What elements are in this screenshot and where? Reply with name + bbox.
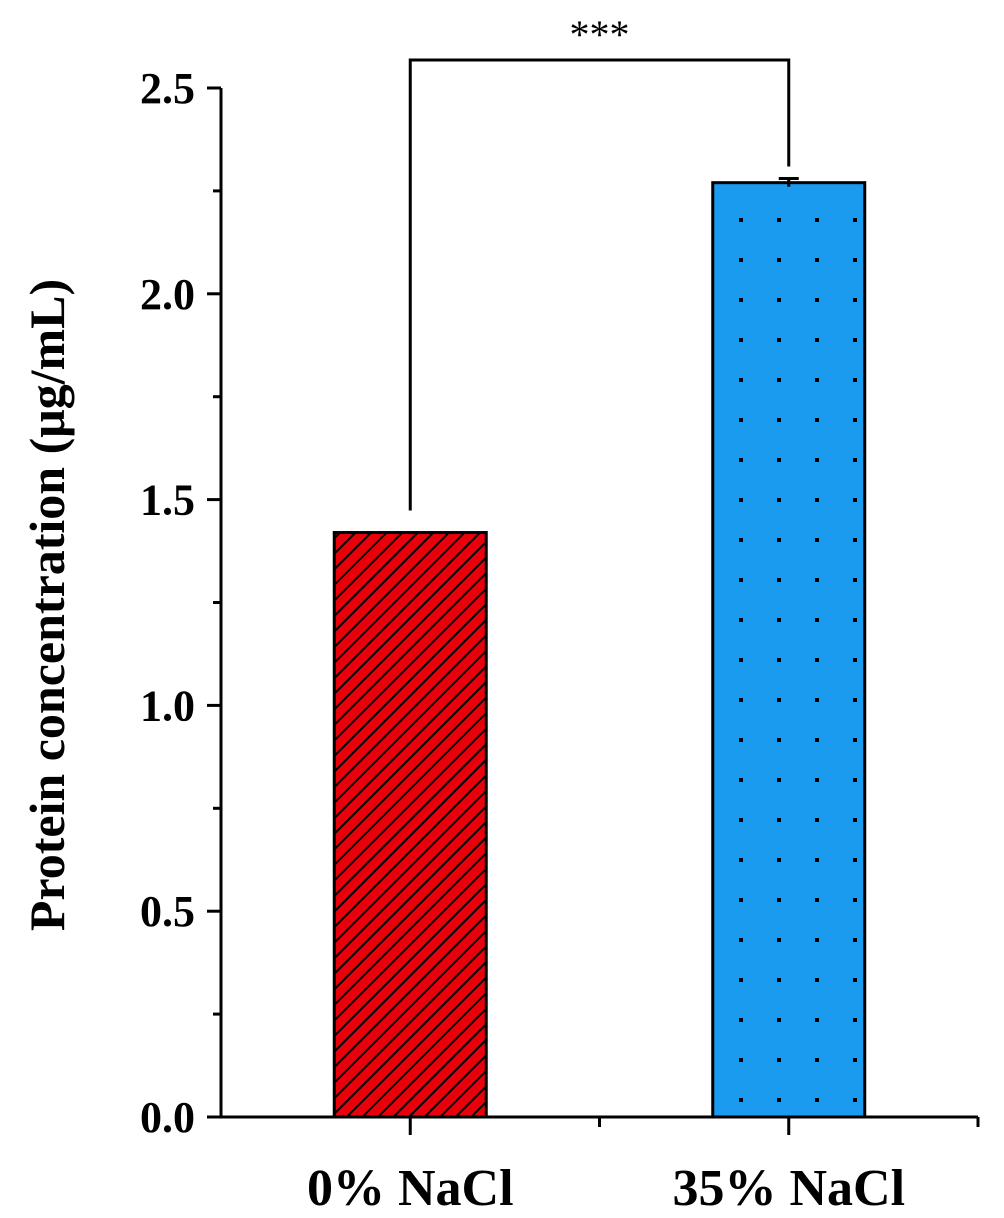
significance-bracket (408, 58, 791, 511)
y-tick-label: 2.0 (140, 270, 195, 319)
y-tick-label: 0.0 (140, 1093, 195, 1142)
bar-2 (711, 181, 867, 1119)
significance-annotation: *** (408, 12, 791, 511)
y-tick-label: 2.5 (140, 64, 195, 113)
significance-label: *** (570, 12, 630, 57)
y-tick-label: 1.5 (140, 476, 195, 525)
error-bars-group (778, 177, 799, 187)
x-category-label: 0% NaCl (307, 1160, 514, 1217)
x-category-label: 35% NaCl (672, 1160, 905, 1217)
bars-group (332, 181, 867, 1119)
y-tick-label: 0.5 (140, 887, 195, 936)
bar-1 (332, 531, 488, 1119)
y-axis-title: Protein concentration (μg/mL) (19, 279, 75, 931)
x-axis: 0% NaCl 35% NaCl (221, 1115, 980, 1217)
y-axis: 0.0 0.5 1.0 1.5 2.0 2.5 (140, 64, 223, 1142)
y-tick-label: 1.0 (140, 681, 195, 730)
